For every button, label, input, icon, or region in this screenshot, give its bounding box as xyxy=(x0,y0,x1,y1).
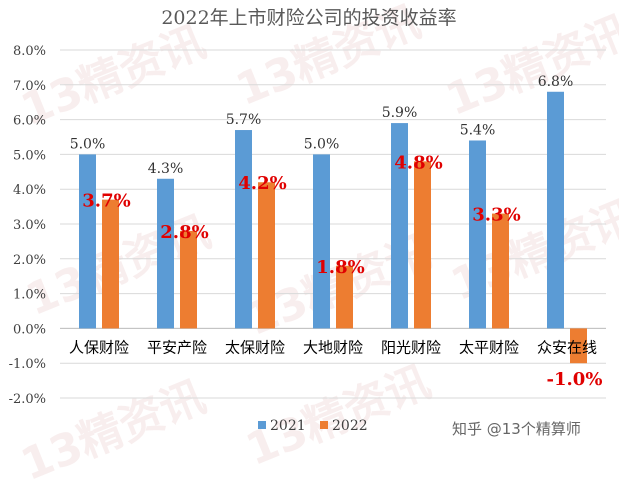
data-label-2021: 5.0% xyxy=(304,136,340,152)
bar-2021 xyxy=(469,140,486,329)
y-tick-label: 1.0% xyxy=(13,288,46,303)
bar-2021 xyxy=(79,154,96,329)
y-tick-label: 6.0% xyxy=(13,114,46,129)
data-label-2022: 2.8% xyxy=(160,222,208,243)
bar-2022 xyxy=(102,199,119,329)
data-label-2022: 4.2% xyxy=(238,173,286,194)
bar-2021 xyxy=(235,130,252,329)
data-label-2021: 5.7% xyxy=(226,112,262,128)
x-category-label: 众安在线 xyxy=(537,338,597,356)
y-tick-label: 3.0% xyxy=(13,218,46,233)
x-category-label: 太平财险 xyxy=(459,338,519,356)
data-label-2021: 4.3% xyxy=(148,161,184,177)
legend-label-2022: 2022 xyxy=(332,418,368,434)
x-axis-categories: 人保财险 平安产险 太保财险 大地财险 阳光财险 太平财险 众安在线 xyxy=(69,338,597,356)
data-label-2021: 5.9% xyxy=(382,105,418,121)
bar-2021 xyxy=(313,154,330,329)
chart-title: 2022年上市财险公司的投资收益率 xyxy=(161,7,456,29)
data-label-2022: -1.0% xyxy=(547,369,603,390)
y-axis-ticks: -2.0% -1.0% 0.0% 1.0% 2.0% 3.0% 4.0% 5.0% 6.0% 7.… xyxy=(9,44,46,407)
data-label-2021: 5.0% xyxy=(70,136,106,152)
y-tick-label: 8.0% xyxy=(13,44,46,59)
y-tick-label: 0.0% xyxy=(13,322,46,337)
legend-label-2021: 2021 xyxy=(270,418,306,434)
data-labels: 5.0% 3.7% 4.3% 2.8% 5.7% 4.2% 5.0% 1.8% 5.9% 4.8%… xyxy=(70,74,603,390)
data-label-2022: 1.8% xyxy=(316,257,364,278)
source-credit: 知乎 @13个精算师 xyxy=(452,420,581,438)
legend-swatch-2022 xyxy=(320,421,328,429)
bar-2022 xyxy=(414,161,431,329)
bar-2021 xyxy=(391,123,408,329)
data-label-2022: 3.7% xyxy=(82,191,130,212)
x-category-label: 平安产险 xyxy=(147,338,207,356)
bar-chart: 2022年上市财险公司的投资收益率 -2.0% -1.0% 0.0% 1.0% 2.0%… xyxy=(9,7,606,434)
x-category-label: 太保财险 xyxy=(225,338,285,356)
x-category-label: 大地财险 xyxy=(303,338,363,356)
bar-2022 xyxy=(180,230,197,329)
bar-2022 xyxy=(258,182,275,329)
y-tick-label: 4.0% xyxy=(13,183,46,198)
bar-2022 xyxy=(336,265,353,329)
bar-2021 xyxy=(547,91,564,329)
data-label-2022: 3.3% xyxy=(472,205,520,226)
y-tick-label: -2.0% xyxy=(9,392,46,407)
data-label-2022: 4.8% xyxy=(394,152,442,173)
bar-2021 xyxy=(157,178,174,329)
y-tick-label: 5.0% xyxy=(13,148,46,163)
data-label-2021: 5.4% xyxy=(460,122,496,138)
x-category-label: 人保财险 xyxy=(69,338,129,356)
data-label-2021: 6.8% xyxy=(538,74,574,90)
y-tick-label: -1.0% xyxy=(9,357,46,372)
bar-2022 xyxy=(570,328,587,364)
y-tick-label: 2.0% xyxy=(13,253,46,268)
legend: 2021 2022 xyxy=(258,418,368,434)
x-category-label: 阳光财险 xyxy=(381,338,441,356)
bars xyxy=(79,91,587,364)
legend-swatch-2021 xyxy=(258,421,266,429)
y-tick-label: 7.0% xyxy=(13,79,46,94)
bar-2022 xyxy=(492,213,509,329)
gridlines xyxy=(60,49,606,399)
